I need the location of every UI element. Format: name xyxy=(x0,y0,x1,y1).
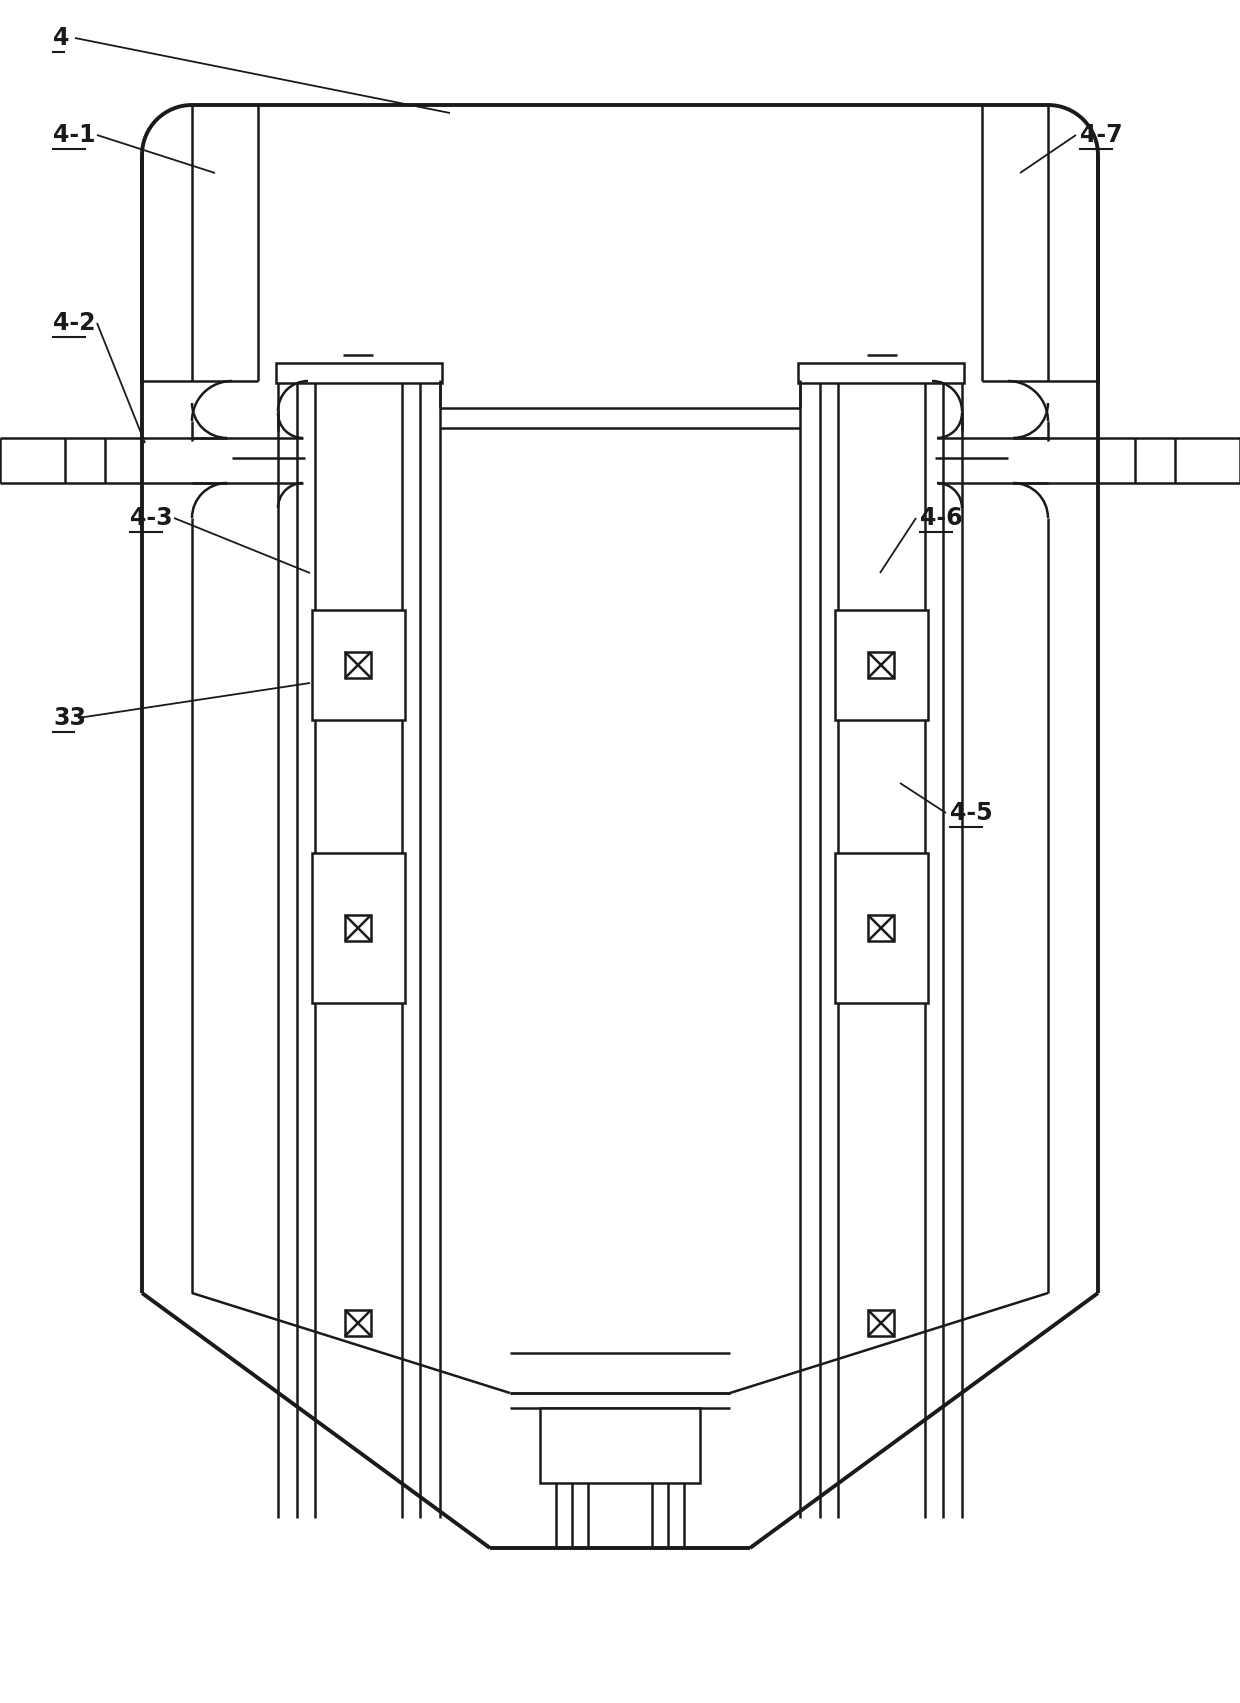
Bar xyxy=(277,363,441,383)
Bar xyxy=(799,363,963,383)
Text: 4: 4 xyxy=(53,26,69,49)
Bar xyxy=(312,853,405,1003)
Bar xyxy=(868,652,894,678)
Bar xyxy=(345,1310,371,1335)
Bar xyxy=(312,610,405,720)
Text: 4-5: 4-5 xyxy=(950,800,993,824)
Text: 4-1: 4-1 xyxy=(53,123,95,146)
Bar xyxy=(345,652,371,678)
Text: 33: 33 xyxy=(53,707,86,731)
Bar xyxy=(835,610,928,720)
Text: 4-2: 4-2 xyxy=(53,312,95,335)
Bar xyxy=(835,853,928,1003)
Text: 4-6: 4-6 xyxy=(920,506,962,530)
Bar xyxy=(539,1408,701,1483)
Bar xyxy=(345,915,371,942)
Bar xyxy=(868,1310,894,1335)
Text: 4-3: 4-3 xyxy=(130,506,172,530)
Bar xyxy=(868,915,894,942)
Text: 4-7: 4-7 xyxy=(1080,123,1122,146)
